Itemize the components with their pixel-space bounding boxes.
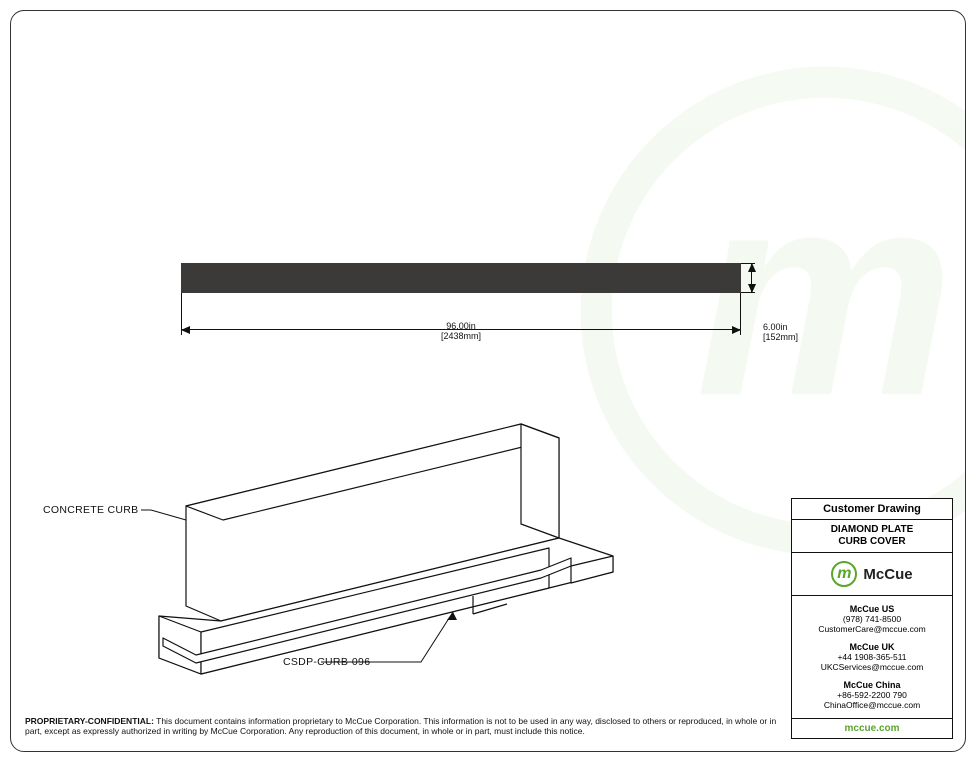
office-us-name: McCue US xyxy=(800,604,944,614)
dim-length-mm: [2438mm] xyxy=(416,331,506,341)
office-uk-email: UKCServices@mccue.com xyxy=(800,662,944,672)
titleblock-header: Customer Drawing xyxy=(792,499,952,520)
titleblock-title: DIAMOND PLATE CURB COVER xyxy=(792,520,952,553)
brand-name: McCue xyxy=(863,566,912,583)
tb-title-l2: CURB COVER xyxy=(796,536,948,548)
office-uk-phone: +44 1908-365-511 xyxy=(800,652,944,662)
titleblock-website: mccue.com xyxy=(792,719,952,738)
office-us: McCue US (978) 741-8500 CustomerCare@mcc… xyxy=(796,600,948,638)
office-cn-name: McCue China xyxy=(800,680,944,690)
dimension-height xyxy=(746,263,766,293)
title-block: Customer Drawing DIAMOND PLATE CURB COVE… xyxy=(791,498,953,739)
callout-concrete-curb: CONCRETE CURB xyxy=(43,504,139,516)
drawing-sheet: m 96.00in [2438mm] 6.00in [152mm] xyxy=(10,10,966,752)
note-label: PROPRIETARY-CONFIDENTIAL: xyxy=(25,716,154,726)
office-china: McCue China +86-592-2200 790 ChinaOffice… xyxy=(796,676,948,714)
isometric-view xyxy=(141,416,711,686)
callout-part-number: CSDP-CURB-096 xyxy=(283,656,370,668)
proprietary-note: PROPRIETARY-CONFIDENTIAL: This document … xyxy=(25,716,785,737)
tb-title-l1: DIAMOND PLATE xyxy=(796,524,948,536)
dim-length-in: 96.00in xyxy=(416,321,506,331)
logo-letter: m xyxy=(837,565,851,583)
office-uk: McCue UK +44 1908-365-511 UKCServices@mc… xyxy=(796,638,948,676)
office-cn-email: ChinaOffice@mccue.com xyxy=(800,700,944,710)
tb-header-text: Customer Drawing xyxy=(796,503,948,515)
front-view-bar xyxy=(181,263,741,293)
dimension-height-value: 6.00in [152mm] xyxy=(763,322,823,343)
office-uk-name: McCue UK xyxy=(800,642,944,652)
svg-text:m: m xyxy=(696,130,955,456)
office-us-phone: (978) 741-8500 xyxy=(800,614,944,624)
titleblock-offices: McCue US (978) 741-8500 CustomerCare@mcc… xyxy=(792,596,952,719)
dimension-length-value: 96.00in [2438mm] xyxy=(416,321,506,342)
office-us-email: CustomerCare@mccue.com xyxy=(800,624,944,634)
dim-height-mm: [152mm] xyxy=(763,332,823,342)
mccue-logo-icon: m xyxy=(831,561,857,587)
dim-height-in: 6.00in xyxy=(763,322,823,332)
titleblock-logo-row: m McCue xyxy=(792,553,952,596)
office-cn-phone: +86-592-2200 790 xyxy=(800,690,944,700)
